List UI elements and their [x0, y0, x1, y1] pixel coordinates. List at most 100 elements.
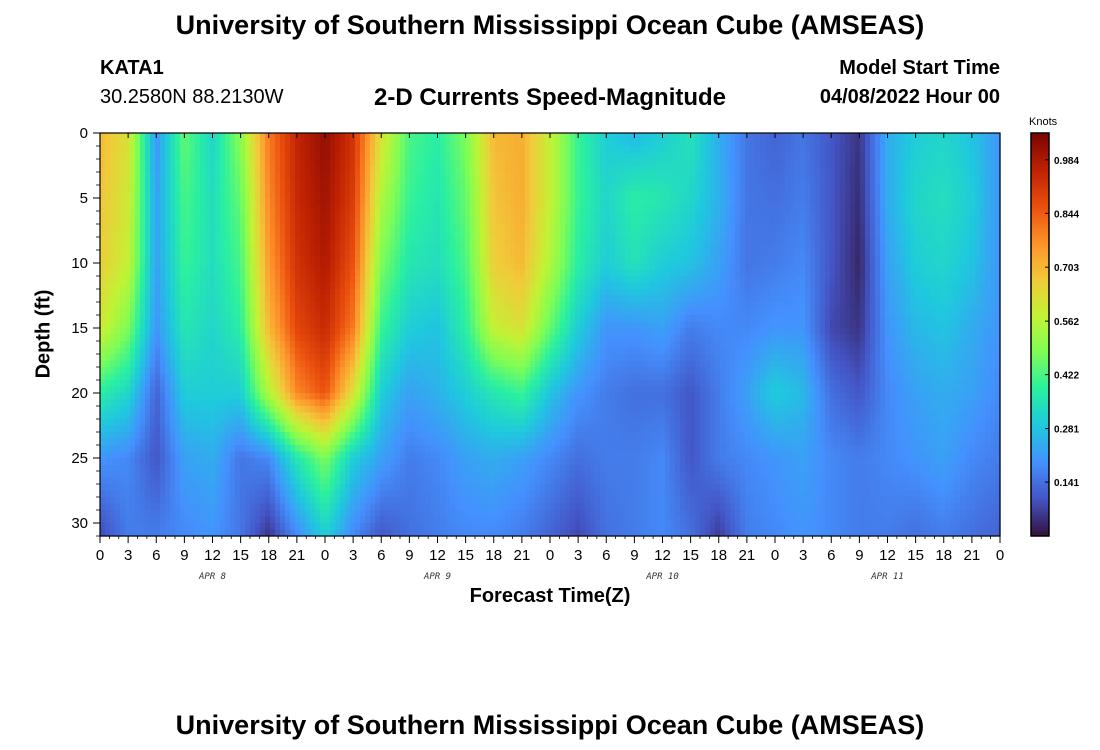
heatmap-cell [320, 282, 326, 290]
heatmap-cell [850, 269, 856, 277]
heatmap-cell [965, 198, 971, 206]
heatmap-cell [895, 269, 901, 277]
heatmap-cell [220, 204, 226, 212]
heatmap-cell [645, 198, 651, 206]
heatmap-cell [145, 185, 151, 193]
heatmap-cell [600, 139, 606, 147]
heatmap-cell [660, 263, 666, 271]
heatmap-cell [115, 276, 121, 284]
heatmap-cell [425, 289, 431, 297]
heatmap-cell [320, 204, 326, 212]
heatmap-cell [405, 146, 411, 154]
heatmap-cell [320, 276, 326, 284]
heatmap-cell [620, 295, 626, 303]
heatmap-cell [565, 263, 571, 271]
heatmap-cell [695, 237, 701, 245]
heatmap-cell [860, 282, 866, 290]
heatmap-cell [135, 308, 141, 316]
heatmap-cell [520, 159, 526, 167]
heatmap-cell [420, 146, 426, 154]
heatmap-cell [880, 217, 886, 225]
heatmap-cell [750, 250, 756, 258]
heatmap-cell [775, 165, 781, 173]
heatmap-cell [635, 308, 641, 316]
heatmap-cell [230, 198, 236, 206]
heatmap-cell [220, 243, 226, 251]
heatmap-cell [270, 276, 276, 284]
heatmap-cell [220, 178, 226, 186]
heatmap-cell [375, 308, 381, 316]
heatmap-cell [725, 185, 731, 193]
heatmap-cell [890, 185, 896, 193]
heatmap-cell [865, 217, 871, 225]
heatmap-cell [635, 217, 641, 225]
heatmap-cell [985, 250, 991, 258]
heatmap-cell [365, 217, 371, 225]
heatmap-cell [495, 159, 501, 167]
heatmap-cell [495, 185, 501, 193]
heatmap-cell [950, 211, 956, 219]
heatmap-cell [765, 224, 771, 232]
heatmap-cell [795, 256, 801, 264]
heatmap-cell [985, 133, 991, 141]
heatmap-cell [305, 289, 311, 297]
heatmap-cell [495, 230, 501, 238]
heatmap-cell [305, 165, 311, 173]
heatmap-cell [895, 217, 901, 225]
heatmap-cell [785, 217, 791, 225]
heatmap-cell [455, 256, 461, 264]
heatmap-cell [245, 243, 251, 251]
heatmap-cell [955, 282, 961, 290]
heatmap-cell [300, 243, 306, 251]
heatmap-cell [625, 256, 631, 264]
heatmap-cell [865, 185, 871, 193]
heatmap-cell [795, 269, 801, 277]
heatmap-cell [755, 302, 761, 310]
heatmap-cell [990, 243, 996, 251]
heatmap-cell [925, 289, 931, 297]
heatmap-cell [555, 152, 561, 160]
heatmap-cell [585, 152, 591, 160]
heatmap-cell [190, 217, 196, 225]
heatmap-cell [290, 146, 296, 154]
heatmap-cell [755, 282, 761, 290]
heatmap-cell [535, 211, 541, 219]
heatmap-cell [860, 230, 866, 238]
heatmap-cell [170, 172, 176, 180]
heatmap-cell [455, 159, 461, 167]
heatmap-cell [325, 185, 331, 193]
heatmap-cell [510, 172, 516, 180]
heatmap-cell [550, 217, 556, 225]
heatmap-cell [270, 159, 276, 167]
heatmap-cell [140, 159, 146, 167]
heatmap-cell [285, 217, 291, 225]
heatmap-cell [455, 237, 461, 245]
heatmap-cell [440, 243, 446, 251]
heatmap-cell [115, 204, 121, 212]
heatmap-cell [560, 217, 566, 225]
heatmap-cell [390, 211, 396, 219]
heatmap-cell [945, 243, 951, 251]
heatmap-cell [175, 133, 181, 141]
heatmap-cell [890, 165, 896, 173]
heatmap-cell [245, 146, 251, 154]
heatmap-cell [585, 211, 591, 219]
heatmap-cell [530, 276, 536, 284]
heatmap-cell [815, 295, 821, 303]
heatmap-cell [690, 308, 696, 316]
heatmap-cell [105, 198, 111, 206]
heatmap-cell [945, 178, 951, 186]
heatmap-cell [110, 243, 116, 251]
heatmap-cell [925, 204, 931, 212]
heatmap-cell [605, 276, 611, 284]
heatmap-cell [590, 289, 596, 297]
heatmap-cell [205, 159, 211, 167]
heatmap-cell [970, 133, 976, 141]
heatmap-cell [315, 133, 321, 141]
heatmap-cell [195, 276, 201, 284]
heatmap-cell [700, 237, 706, 245]
heatmap-cell [430, 237, 436, 245]
heatmap-cell [890, 243, 896, 251]
heatmap-cell [790, 133, 796, 141]
heatmap-cell [565, 178, 571, 186]
